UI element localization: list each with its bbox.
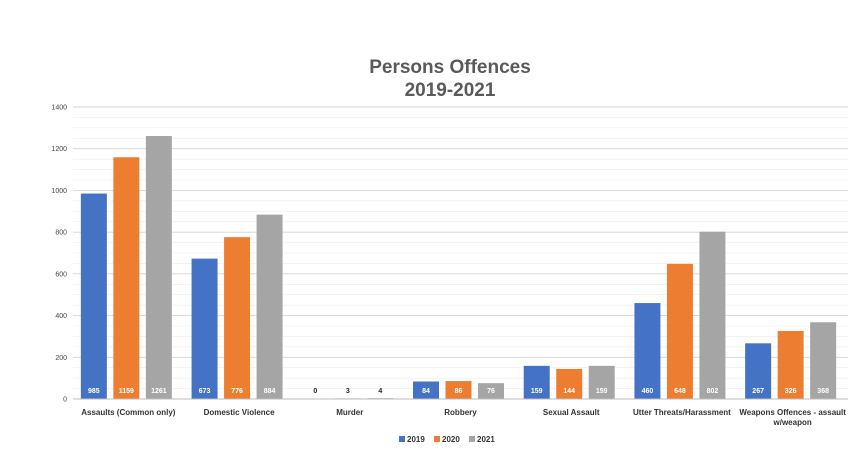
gridlines: [73, 106, 848, 400]
data-label: 84: [422, 388, 430, 395]
bar-2019: [523, 365, 550, 399]
bar-2019: [80, 193, 107, 399]
legend-label-2020: 2020: [442, 435, 460, 444]
category-label: w/weapon: [773, 418, 812, 427]
bar-2020: [445, 381, 472, 399]
data-label: 460: [642, 388, 654, 395]
bar-2021: [699, 231, 726, 399]
legend-label-2019: 2019: [407, 435, 425, 444]
bar-2020: [113, 157, 140, 399]
data-label: 884: [264, 388, 276, 395]
bar-2021: [256, 214, 283, 399]
data-label: 86: [455, 388, 463, 395]
data-label: 267: [752, 388, 764, 395]
chart-title-line-1: Persons Offences: [369, 57, 531, 78]
category-label: Robbery: [444, 408, 477, 417]
data-label: 985: [88, 388, 100, 395]
bar-2020: [666, 263, 693, 399]
y-tick-label: 600: [55, 271, 67, 278]
data-label: 1159: [119, 388, 134, 395]
data-label: 326: [785, 388, 797, 395]
legend-label-2021: 2021: [477, 435, 495, 444]
category-label: Murder: [336, 408, 363, 417]
chart-title-line-2: 2019-2021: [405, 80, 496, 101]
bar-2020: [777, 331, 804, 399]
bar-2019: [634, 303, 661, 399]
data-label: 144: [563, 388, 575, 395]
bar-2021: [810, 322, 837, 399]
bar-2021: [588, 365, 615, 399]
bar-2019: [745, 343, 772, 399]
bar-2021: [478, 383, 504, 399]
data-label: 76: [487, 388, 495, 395]
y-tick-label: 0: [63, 397, 67, 404]
legend-swatch-2020: [434, 436, 440, 442]
legend: 2019 2020 2021: [399, 435, 495, 444]
data-label: 776: [231, 388, 243, 395]
y-tick-label: 200: [55, 355, 67, 362]
category-label: Weapons Offences - assault: [739, 408, 846, 417]
category-label: Domestic Violence: [204, 408, 276, 417]
legend-swatch-2019: [399, 436, 405, 442]
bar-2019: [413, 381, 439, 399]
bar-2020: [556, 368, 583, 399]
legend-swatch-2021: [469, 436, 475, 442]
data-label: 3: [346, 388, 350, 395]
category-label: Utter Threats/Harassment: [633, 408, 731, 417]
bar-2020: [224, 237, 251, 399]
y-axis: 0 200 400 600 800 1000 1200 1400: [51, 105, 67, 404]
y-tick-label: 400: [55, 313, 67, 320]
bar-2021: [145, 135, 172, 399]
data-label: 159: [531, 388, 543, 395]
data-label: 673: [199, 388, 211, 395]
data-label: 368: [817, 388, 829, 395]
data-label: 1261: [151, 388, 167, 395]
y-tick-label: 1200: [51, 146, 67, 153]
data-label: 648: [674, 388, 686, 395]
chart-title: Persons Offences 2019-2021: [369, 57, 531, 101]
data-label: 0: [313, 388, 317, 395]
y-tick-label: 1000: [51, 188, 67, 195]
x-axis: Assaults (Common only) Domestic Violence M…: [73, 398, 848, 427]
bar-2019: [191, 258, 218, 399]
data-label: 802: [707, 388, 719, 395]
data-label: 159: [596, 388, 608, 395]
category-label: Sexual Assault: [543, 408, 600, 417]
bars: 985 1159 1261 673 776 884 0 3 4 84 86 76 159 144 159 46…: [80, 135, 837, 400]
y-tick-label: 800: [55, 230, 67, 237]
category-label: Assaults (Common only): [81, 408, 176, 417]
y-tick-label: 1400: [51, 105, 67, 112]
data-label: 4: [378, 388, 382, 395]
